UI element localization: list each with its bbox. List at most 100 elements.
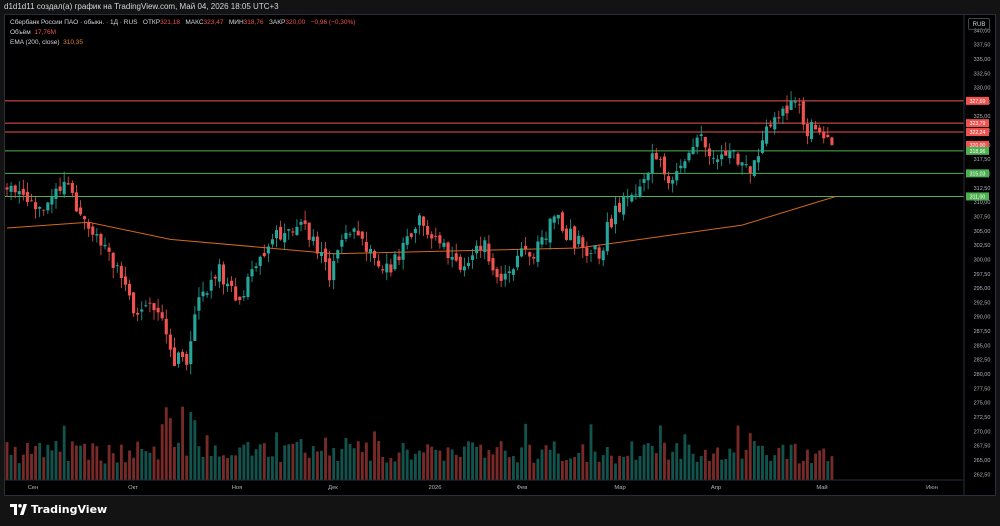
candle-body	[356, 230, 360, 236]
volume-bar	[712, 453, 715, 480]
volume-bar	[418, 450, 421, 480]
close-value: 320,00	[285, 19, 306, 26]
volume-bar	[5, 442, 9, 480]
volume-bar	[397, 452, 401, 480]
volume-bar	[364, 442, 368, 480]
volume-label[interactable]: Объём	[10, 29, 31, 36]
volume-bar	[144, 451, 148, 480]
candle-body	[132, 292, 136, 314]
volume-bar	[565, 460, 568, 480]
y-tick-label: 282,50	[974, 358, 991, 364]
volume-bar	[54, 441, 58, 480]
candle-body	[95, 234, 99, 236]
candle-body	[683, 161, 687, 169]
candle-body	[671, 180, 675, 184]
candle-body	[83, 216, 87, 220]
volume-bar	[687, 444, 691, 480]
x-tick-label: Май	[816, 484, 827, 491]
candle-body	[491, 258, 495, 271]
volume-bar	[230, 455, 234, 480]
level-price-label: 320,00	[970, 143, 986, 149]
x-tick-label: Сен	[28, 485, 39, 491]
volume-bar	[283, 445, 287, 480]
volume-bar	[185, 455, 189, 480]
volume-bar	[124, 462, 127, 480]
volume-bar	[446, 447, 450, 480]
volume-bar	[340, 448, 344, 480]
candle-body	[503, 273, 507, 280]
candle-body	[254, 266, 258, 269]
candle-body	[426, 226, 430, 235]
candle-body	[107, 247, 111, 252]
volume-bar	[450, 449, 454, 480]
candle-body	[283, 233, 287, 243]
candle-body	[393, 254, 397, 270]
candle-body	[748, 166, 752, 174]
candle-body	[401, 242, 405, 260]
candle-body	[577, 235, 581, 245]
candle-body	[21, 188, 25, 195]
volume-bar	[720, 459, 724, 480]
symbol-name[interactable]: Сбербанк России ПАО · обыкн. · 1Д · RUS	[10, 19, 138, 26]
candle-body	[181, 351, 185, 357]
x-tick-label: Фев	[517, 485, 528, 491]
candle-body	[801, 101, 805, 125]
x-tick-label: Мар	[614, 485, 625, 491]
volume-bar	[148, 452, 152, 480]
volume-bar	[544, 445, 548, 480]
candle-body	[528, 252, 532, 257]
candle-body	[479, 245, 483, 251]
candle-body	[634, 194, 638, 196]
volume-bar	[226, 457, 229, 480]
low-value: 318,76	[243, 19, 264, 26]
candle-body	[381, 269, 385, 271]
volume-bar	[634, 459, 638, 480]
candle-body	[279, 226, 283, 240]
volume-bar	[258, 444, 262, 480]
candle-body	[466, 263, 471, 266]
y-tick-label: 265,00	[974, 458, 991, 464]
candle-body	[483, 240, 487, 253]
volume-bar	[601, 455, 605, 480]
candle-body	[217, 264, 221, 282]
volume-bar	[581, 444, 585, 480]
candle-body	[91, 226, 95, 235]
level-price-label: 315,03	[970, 171, 986, 177]
candle-body	[430, 234, 434, 239]
candle-body	[13, 185, 17, 193]
y-tick-label: 285,00	[974, 343, 991, 349]
candle-body	[434, 236, 438, 237]
volume-bar	[675, 443, 679, 480]
candle-body	[687, 152, 691, 161]
volume-bar	[422, 452, 425, 480]
candle-body	[103, 244, 107, 247]
ema-label[interactable]: EMA (200, close)	[10, 39, 60, 46]
candle-body	[58, 186, 62, 191]
tradingview-logo[interactable]: TradingView	[10, 503, 107, 516]
volume-bar	[17, 463, 21, 480]
volume-bar	[332, 448, 336, 480]
candle-body	[246, 276, 250, 297]
candle-body	[123, 276, 127, 285]
candle-body	[9, 185, 13, 192]
volume-bar	[805, 449, 809, 480]
level-price-tag	[966, 192, 989, 201]
candle-body	[303, 220, 307, 224]
chart-frame[interactable]	[4, 14, 996, 496]
level-price-label: 327,69	[970, 99, 986, 105]
candle-body	[581, 237, 585, 248]
volume-bar	[826, 461, 830, 480]
volume-bar	[201, 456, 205, 480]
volume-bar	[21, 454, 25, 480]
volume-bar	[458, 456, 462, 480]
currency-button[interactable]: RUB	[968, 18, 990, 30]
candle-body	[797, 104, 801, 106]
candle-body	[99, 234, 103, 246]
volume-bar	[295, 441, 299, 480]
y-tick-label: 312,50	[974, 186, 991, 192]
candle-body	[364, 241, 368, 252]
candle-body	[185, 353, 189, 365]
y-tick-label: 332,50	[974, 71, 991, 77]
volume-bar	[271, 456, 274, 480]
